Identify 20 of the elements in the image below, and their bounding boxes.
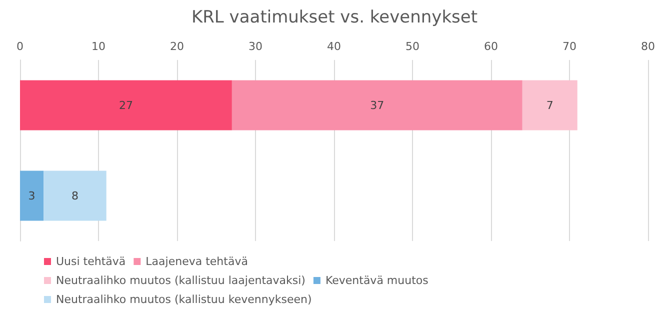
x-tick-label: 40: [327, 40, 341, 53]
data-label: 37: [370, 98, 384, 112]
x-tick-label: 80: [641, 40, 655, 53]
x-tick-label: 50: [406, 40, 420, 53]
x-tick-label: 60: [484, 40, 498, 53]
legend-label: Neutraalihko muutos (kallistuu laajentavaksi): [56, 274, 306, 287]
x-tick-label: 10: [92, 40, 106, 53]
x-tick-label: 20: [170, 40, 184, 53]
legend-label: Keventävä muutos: [325, 274, 429, 287]
chart-title: KRL vaatimukset vs. kevennykset: [191, 8, 478, 28]
x-tick-label: 30: [248, 40, 262, 53]
data-label: 7: [546, 98, 554, 112]
data-label: 27: [118, 98, 133, 112]
legend-label: Uusi tehtävä: [56, 255, 126, 268]
legend-label: Neutraalihko muutos (kallistuu kevennykseen): [56, 293, 312, 306]
data-label: 3: [28, 189, 36, 202]
x-tick-label: 0: [16, 40, 24, 53]
legend-label: Laajeneva tehtävä: [146, 255, 248, 268]
x-tick-label: 70: [562, 40, 576, 53]
data-label: 8: [71, 189, 78, 202]
